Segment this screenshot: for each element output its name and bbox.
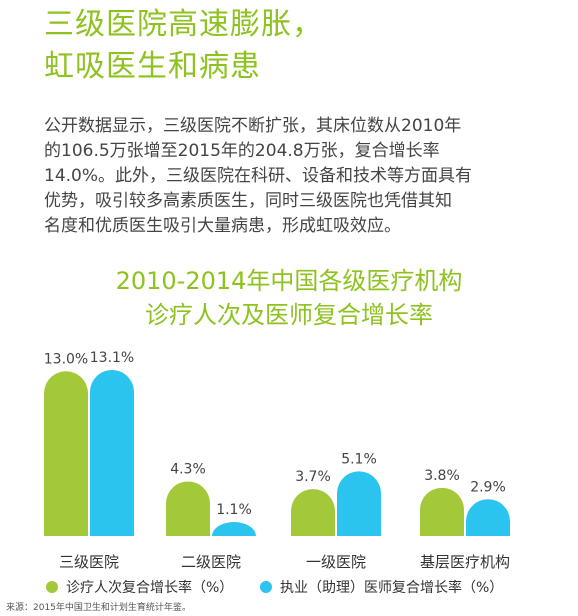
bar-visits-3	[420, 488, 464, 536]
bar-physicians-3	[466, 499, 510, 536]
source-note: 来源：2015年中国卫生和计划生育统计年鉴。	[6, 600, 191, 613]
bar-physicians-0	[90, 370, 134, 536]
category-label-0: 三级医院	[59, 553, 119, 571]
category-label-1: 二级医院	[181, 553, 241, 571]
bar-physicians-1	[212, 522, 256, 536]
data-label-visits-1: 4.3%	[170, 462, 206, 478]
data-label-physicians-0: 13.1%	[90, 350, 134, 366]
data-label-visits-2: 3.7%	[295, 469, 331, 485]
legend-swatch-0	[46, 581, 58, 593]
bar-visits-2	[291, 489, 335, 536]
legend-label-0: 诊疗人次复合增长率（%）	[66, 579, 233, 596]
bar-visits-0	[44, 371, 88, 536]
data-label-visits-0: 13.0%	[44, 351, 88, 367]
category-label-2: 一级医院	[306, 553, 366, 571]
data-label-visits-3: 3.8%	[424, 468, 460, 484]
legend-swatch-1	[260, 581, 272, 593]
bar-visits-1	[166, 482, 210, 536]
category-label-3: 基层医疗机构	[420, 553, 510, 571]
data-label-physicians-2: 5.1%	[341, 451, 377, 467]
data-label-physicians-3: 2.9%	[470, 479, 506, 495]
data-label-physicians-1: 1.1%	[216, 502, 252, 518]
bar-physicians-2	[337, 471, 381, 536]
legend-label-1: 执业（助理）医师复合增长率（%）	[280, 579, 503, 596]
